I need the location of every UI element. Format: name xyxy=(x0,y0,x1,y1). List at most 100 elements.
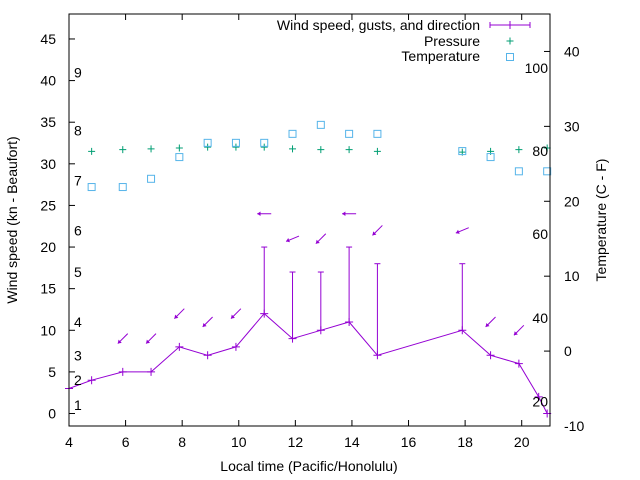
arrow-head xyxy=(286,238,290,243)
pressure-point xyxy=(119,146,127,154)
wind-direction-arrow xyxy=(455,227,469,234)
y-tick-label: 40 xyxy=(40,73,56,89)
x-axis-label: Local time (Pacific/Honolulu) xyxy=(220,458,397,474)
legend-label-pressure: Pressure xyxy=(424,33,480,49)
pressure-point xyxy=(175,144,183,152)
y2-tick-label: 0 xyxy=(564,343,572,359)
x-tick-label: 18 xyxy=(457,434,473,450)
wind-direction-arrow xyxy=(285,235,300,243)
arrow-head xyxy=(202,322,207,327)
pressure-point xyxy=(204,143,212,151)
wind-direction-arrow xyxy=(117,333,129,344)
y-tick-label: 0 xyxy=(48,406,56,422)
fahrenheit-label: 40 xyxy=(532,310,548,326)
fahrenheit-label: 20 xyxy=(532,393,548,409)
wind-direction-arrow xyxy=(485,316,496,328)
arrow-head xyxy=(230,314,235,319)
x-tick-label: 6 xyxy=(122,434,130,450)
temperature-point xyxy=(316,120,325,129)
wind-direction-arrow xyxy=(174,308,185,319)
wind-speed-point xyxy=(514,359,523,368)
x-tick-label: 14 xyxy=(344,434,360,450)
wind-speed-point xyxy=(316,326,325,335)
x-tick-label: 10 xyxy=(231,434,247,450)
beaufort-label: 7 xyxy=(74,172,82,188)
wind-direction-arrow xyxy=(372,225,383,236)
beaufort-label: 6 xyxy=(74,222,82,238)
y2-tick-label: 20 xyxy=(564,193,580,209)
plot-frame xyxy=(68,13,551,427)
pressure-point xyxy=(345,146,353,154)
arrow-head xyxy=(174,314,179,319)
temperature-point xyxy=(288,129,297,138)
legend-sample-marker xyxy=(506,21,514,29)
y2-tick-label: 40 xyxy=(564,43,580,59)
y2-tick-label: 30 xyxy=(564,118,580,134)
temperature-point xyxy=(543,167,552,176)
temperature-point xyxy=(175,153,184,162)
y-tick-label: 15 xyxy=(40,281,56,297)
x-tick-label: 20 xyxy=(514,434,530,450)
wind-speed-point xyxy=(87,376,96,385)
temperature-point xyxy=(345,129,354,138)
y-tick-label: 25 xyxy=(40,197,56,213)
wind-speed-point xyxy=(288,334,297,343)
beaufort-label: 9 xyxy=(74,64,82,80)
beaufort-label: 5 xyxy=(74,264,82,280)
wind-direction-arrow xyxy=(342,211,357,217)
wind-direction-arrow xyxy=(315,233,327,245)
temperature-point xyxy=(486,153,495,162)
arrow-head xyxy=(485,322,490,327)
y2-axis-label: Temperature (C - F) xyxy=(593,159,609,282)
pressure-point xyxy=(373,147,381,155)
legend-sample-temperature xyxy=(506,53,514,61)
wind-direction-arrow xyxy=(513,324,525,336)
arrow-head xyxy=(513,331,518,336)
fahrenheit-label: 60 xyxy=(532,226,548,242)
fahrenheit-label: 100 xyxy=(525,60,549,76)
wind-direction-arrow xyxy=(230,308,242,319)
wind-direction-arrow xyxy=(145,333,157,344)
temperature-point xyxy=(260,138,269,147)
arrow-head xyxy=(455,229,460,234)
arrow-head xyxy=(342,211,346,217)
wind-speed-point xyxy=(203,351,212,360)
pressure-point xyxy=(260,143,268,151)
wind-speed-point xyxy=(458,326,467,335)
pressure-point xyxy=(232,143,240,151)
arrow-head xyxy=(117,339,122,344)
legend-sample-pressure xyxy=(506,37,514,45)
temperature-point xyxy=(231,138,240,147)
y-axis-label: Wind speed (kn - Beaufort) xyxy=(4,136,20,303)
wind-speed-line xyxy=(68,312,548,414)
wind-speed-point xyxy=(118,367,127,376)
temperature-point xyxy=(373,129,382,138)
wind-speed-point xyxy=(534,392,543,401)
arrow-head xyxy=(146,339,151,344)
y-tick-label: 5 xyxy=(48,364,56,380)
x-tick-label: 8 xyxy=(178,434,186,450)
legend-sample-wind xyxy=(489,21,531,29)
legend-label-wind: Wind speed, gusts, and direction xyxy=(277,17,480,33)
y2-tick-label: 10 xyxy=(564,268,580,284)
y-tick-label: 10 xyxy=(40,322,56,338)
arrow-head xyxy=(315,239,320,244)
plot-area xyxy=(65,120,552,418)
x-tick-label: 16 xyxy=(401,434,417,450)
pressure-point xyxy=(317,146,325,154)
wind-speed-point xyxy=(260,309,269,318)
y-tick-label: 35 xyxy=(40,114,56,130)
wind-speed-point xyxy=(486,351,495,360)
arrow-head xyxy=(372,231,377,236)
x-tick-label: 4 xyxy=(65,434,73,450)
legend-label-temperature: Temperature xyxy=(401,48,480,64)
pressure-point xyxy=(515,146,523,154)
beaufort-label: 1 xyxy=(74,397,82,413)
arrow-head xyxy=(257,211,261,217)
legend: Wind speed, gusts, and direction Pressur… xyxy=(277,17,531,64)
beaufort-label: 2 xyxy=(74,372,82,388)
pressure-point xyxy=(88,147,96,155)
temperature-point xyxy=(118,183,127,192)
beaufort-label: 4 xyxy=(74,314,82,330)
